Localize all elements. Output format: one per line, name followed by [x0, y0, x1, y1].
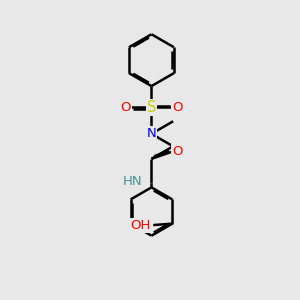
Text: O: O	[121, 101, 131, 114]
Text: N: N	[147, 127, 156, 140]
Text: HN: HN	[122, 175, 142, 188]
Text: O: O	[172, 145, 182, 158]
Text: O: O	[172, 101, 182, 114]
Text: S: S	[147, 100, 156, 115]
Text: OH: OH	[130, 219, 150, 232]
